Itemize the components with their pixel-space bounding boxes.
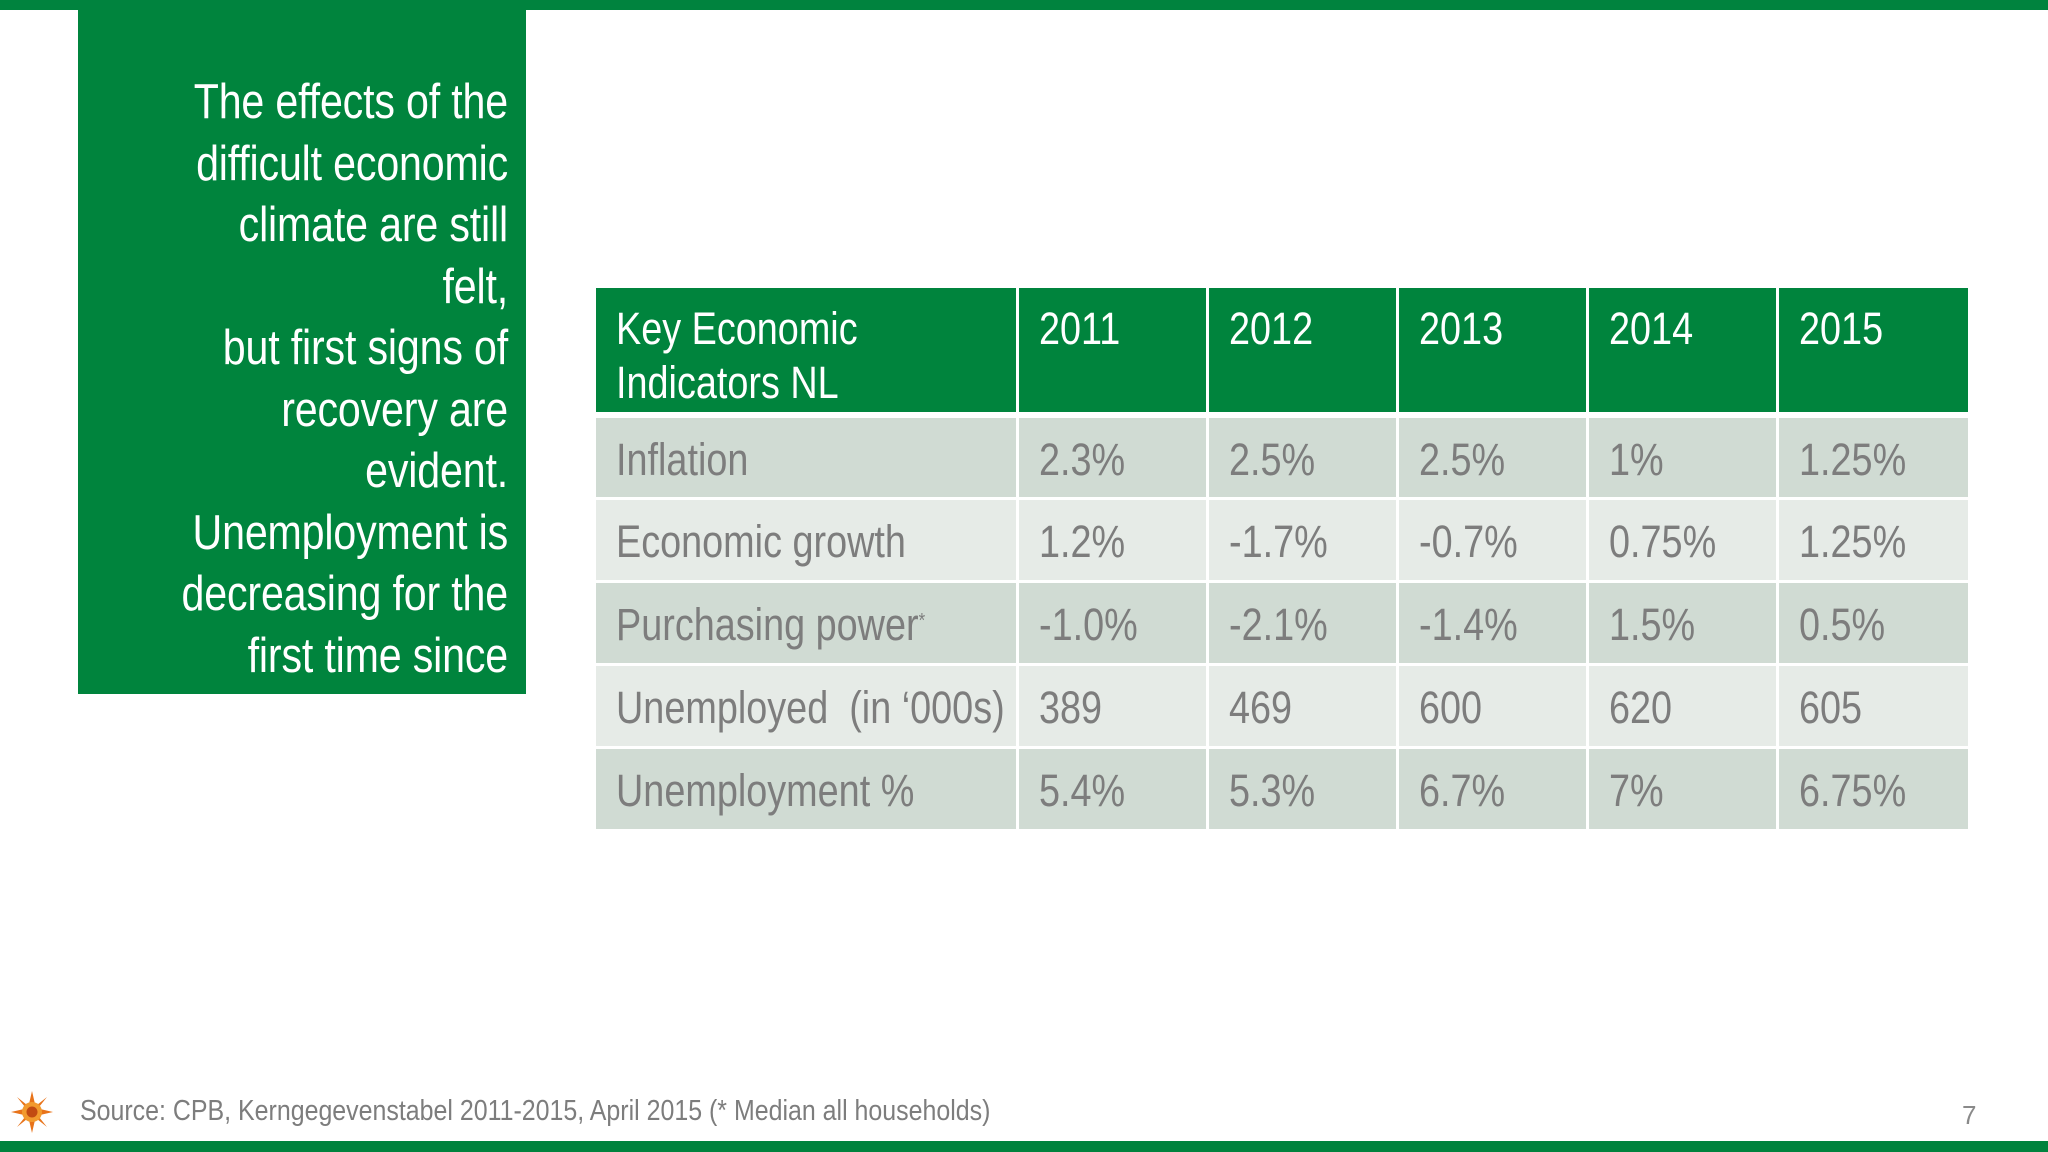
footnote-marker: *: [918, 609, 926, 632]
callout-line: but first signs of: [222, 321, 508, 375]
table-cell: 605: [1777, 664, 1968, 749]
page-number: 7: [1962, 1100, 1977, 1130]
bottom-accent-bar: [0, 1141, 2048, 1152]
table-cell: 5.3%: [1207, 747, 1400, 832]
table-cell: 6.7%: [1397, 747, 1590, 832]
header-label-line: Key Economic: [616, 303, 858, 354]
table-cell: -1.0%: [1017, 581, 1209, 666]
table-cell: 1.2%: [1017, 498, 1209, 583]
header-year: 2014: [1587, 288, 1780, 418]
table-cell: 620: [1587, 664, 1780, 749]
callout-line: 2011: [420, 690, 508, 744]
callout-line: climate are still felt,: [238, 198, 509, 314]
top-accent-bar: [0, 0, 2048, 10]
sun-emblem-icon: [11, 1091, 53, 1133]
callout-line: Unemployment is: [192, 505, 509, 560]
table-row: Economic growth 1.2% -1.7% -0.7% 0.75% 1…: [596, 498, 1968, 583]
table-cell: 1%: [1587, 415, 1780, 500]
callout-line: decreasing for the: [181, 567, 509, 621]
table-cell: -1.7%: [1207, 498, 1400, 583]
table-cell: 389: [1017, 664, 1209, 749]
table-cell: 2.5%: [1207, 415, 1400, 500]
table-cell: -1.4%: [1397, 581, 1590, 666]
callout-line: first time since: [247, 628, 509, 683]
table-cell: 5.4%: [1017, 747, 1209, 832]
table-cell: 7%: [1587, 747, 1780, 832]
source-note: Source: CPB, Kerngegevenstabel 2011-2015…: [80, 1095, 991, 1127]
header-indicator-label: Key Economic Indicators NL: [596, 288, 1019, 418]
callout-line: difficult economic: [196, 136, 508, 191]
row-label: Inflation: [596, 415, 1019, 500]
callout-line: evident.: [365, 444, 508, 498]
row-label: Economic growth: [596, 498, 1019, 583]
callout-line: recovery are: [281, 382, 508, 437]
indicators-table-container: Key Economic Indicators NL 2011 2012 201…: [596, 288, 1968, 832]
header-label-line: Indicators NL: [616, 357, 839, 408]
callout-line: The effects of the: [193, 75, 509, 129]
table-row: Unemployment % 5.4% 5.3% 6.7% 7% 6.75%: [596, 747, 1968, 832]
table-cell: 6.75%: [1777, 747, 1968, 832]
row-label: Unemployed (in ‘000s): [596, 664, 1019, 749]
table-cell: 2.5%: [1397, 415, 1590, 500]
table-cell: 0.75%: [1587, 498, 1780, 583]
table-cell: 469: [1207, 664, 1400, 749]
table-cell: 0.5%: [1777, 581, 1968, 666]
table-row: Inflation 2.3% 2.5% 2.5% 1% 1.25%: [596, 415, 1968, 500]
callout-text: The effects of the difficult economic cl…: [164, 72, 509, 749]
header-year: 2011: [1017, 288, 1209, 418]
table-cell: 1.5%: [1587, 581, 1780, 666]
header-year: 2015: [1777, 288, 1968, 418]
table-cell: 1.25%: [1777, 498, 1968, 583]
callout-box: The effects of the difficult economic cl…: [78, 10, 526, 744]
table-cell: 1.25%: [1777, 415, 1968, 500]
table-cell: 600: [1397, 664, 1590, 749]
table-row: Purchasing power* -1.0% -2.1% -1.4% 1.5%…: [596, 581, 1968, 666]
table-header-row: Key Economic Indicators NL 2011 2012 201…: [596, 288, 1968, 418]
table-row: Unemployed (in ‘000s) 389 469 600 620 60…: [596, 664, 1968, 749]
row-label: Purchasing power*: [596, 581, 1019, 666]
header-year: 2012: [1207, 288, 1400, 418]
table-cell: 2.3%: [1017, 415, 1209, 500]
table-cell: -0.7%: [1397, 498, 1590, 583]
table-cell: -2.1%: [1207, 581, 1400, 666]
key-economic-indicators-table: Key Economic Indicators NL 2011 2012 201…: [596, 288, 1968, 832]
header-year: 2013: [1397, 288, 1590, 418]
row-label: Unemployment %: [596, 747, 1019, 832]
